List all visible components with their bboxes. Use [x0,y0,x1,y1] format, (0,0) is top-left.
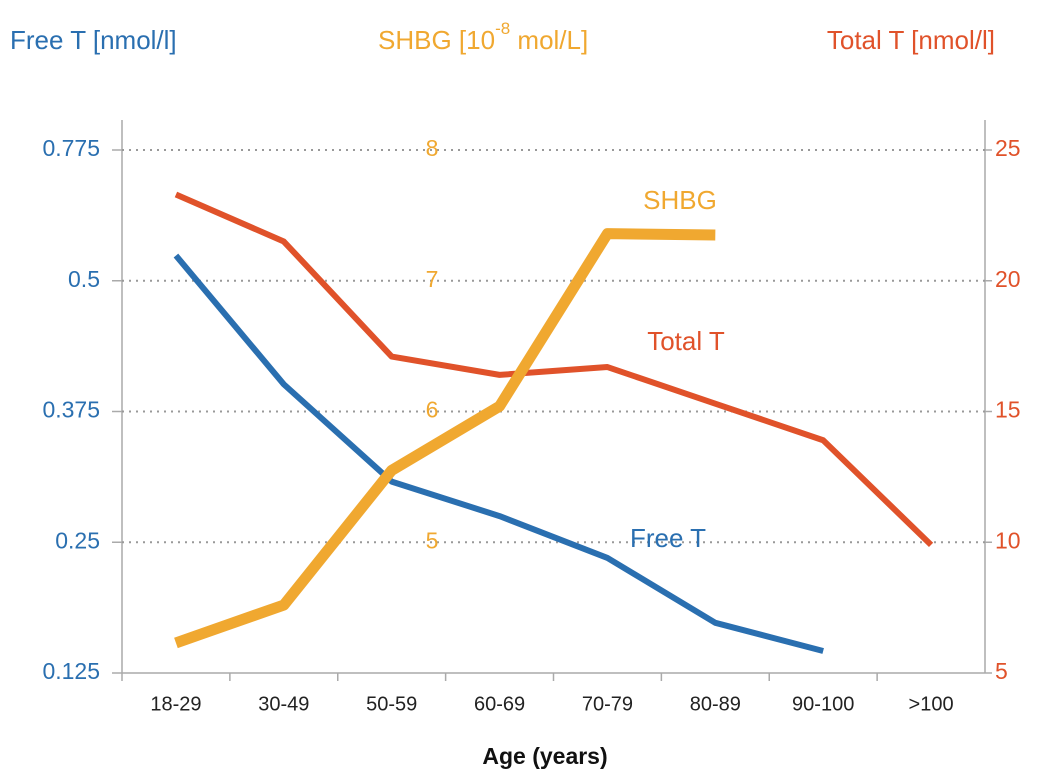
y2-tick-label: 25 [995,135,1021,161]
series-line [173,253,824,654]
x-tick-label: 60-69 [474,693,525,715]
y3-tick-label: 7 [426,266,439,292]
y2-tick-label: 5 [995,658,1008,684]
x-tick-label: 50-59 [366,693,417,715]
y3-tick-label: 5 [426,527,439,553]
y2-tick-label: 20 [995,266,1021,292]
x-tick-label: 90-100 [792,693,854,715]
x-tick-label: 80-89 [690,693,741,715]
series-line [174,191,934,548]
y3-axis-title: SHBG [10-8 mol/L] [378,19,588,54]
y2-axis-title: Total T [nmol/l] [827,25,995,55]
x-tick-label: 18-29 [150,693,201,715]
y3-tick-label: 8 [426,135,439,161]
series-label: SHBG [643,185,717,215]
y-tick-label: 0.125 [42,658,100,684]
x-tick-label: 70-79 [582,693,633,715]
y3-title-after: mol/L] [510,25,588,55]
x-tick-label: >100 [909,693,954,715]
y-tick-label: 0.775 [42,135,100,161]
x-tick-label: 30-49 [258,693,309,715]
series-label: Total T [647,326,725,356]
series-line [174,228,716,649]
y-tick-label: 0.375 [42,397,100,423]
y2-tick-label: 15 [995,397,1021,423]
series-label: Free T [630,523,706,553]
y-tick-label: 0.25 [55,527,100,553]
y3-title-sup: -8 [495,19,510,38]
x-axis-title: Age (years) [482,743,607,769]
y-tick-label: 0.5 [68,266,100,292]
y2-tick-label: 10 [995,527,1021,553]
y-axis-title: Free T [nmol/l] [10,25,177,55]
y3-tick-label: 6 [426,397,439,423]
y3-title-text: SHBG [10 [378,25,495,55]
